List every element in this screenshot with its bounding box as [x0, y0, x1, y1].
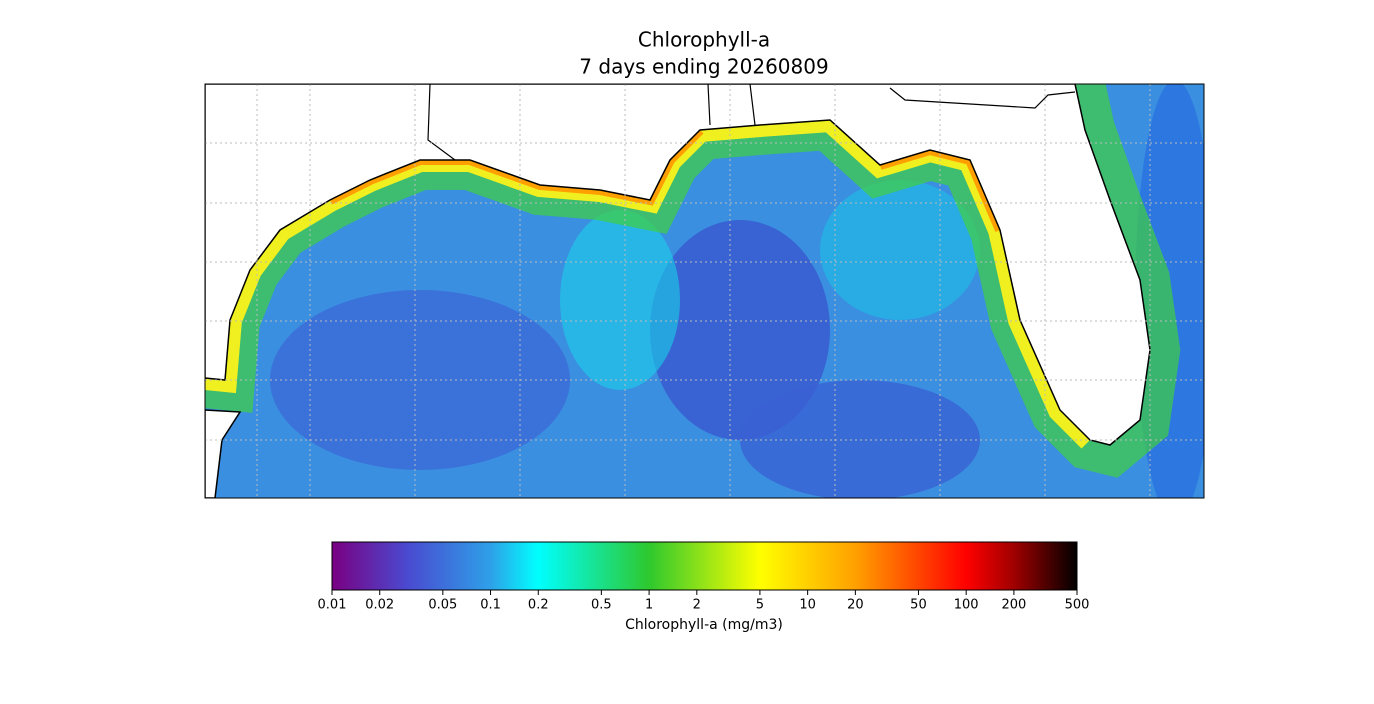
tick-label: 5 [756, 598, 764, 613]
land [205, 84, 1151, 446]
shelf-water [560, 210, 680, 390]
colorbar-label: Chlorophyll-a (mg/m3) [625, 617, 783, 633]
tick-label: 10 [799, 598, 816, 613]
tick-label: 1 [645, 598, 653, 613]
tick-label: 0.5 [591, 598, 612, 613]
deep-water [740, 380, 980, 498]
tick-label: 0.01 [318, 598, 347, 613]
tick-label: 500 [1065, 598, 1090, 613]
tick-label: 2 [693, 598, 701, 613]
tick-label: 0.05 [428, 598, 457, 613]
tick-label: 50 [910, 598, 927, 613]
deep-water [650, 220, 830, 440]
tick-label: 200 [1001, 598, 1026, 613]
colorbar-bar [331, 541, 1078, 591]
map [205, 84, 1204, 498]
border [427, 84, 1076, 161]
subtitle: 7 days ending 20260809 [579, 55, 828, 79]
colorbar: 0.01 0.02 0.05 0.1 0.2 0.5 1 2 5 10 20 50 100 200 500 [318, 541, 1090, 613]
tick-label: 100 [954, 598, 979, 613]
map-frame [204, 83, 1205, 499]
land [205, 409, 242, 498]
tick-label: 0.2 [528, 598, 549, 613]
tick-label: 0.02 [365, 598, 394, 613]
tick-label: 20 [847, 598, 864, 613]
title: Chlorophyll-a [638, 28, 770, 52]
graticule [205, 84, 1204, 498]
tick-label: 0.1 [480, 598, 501, 613]
